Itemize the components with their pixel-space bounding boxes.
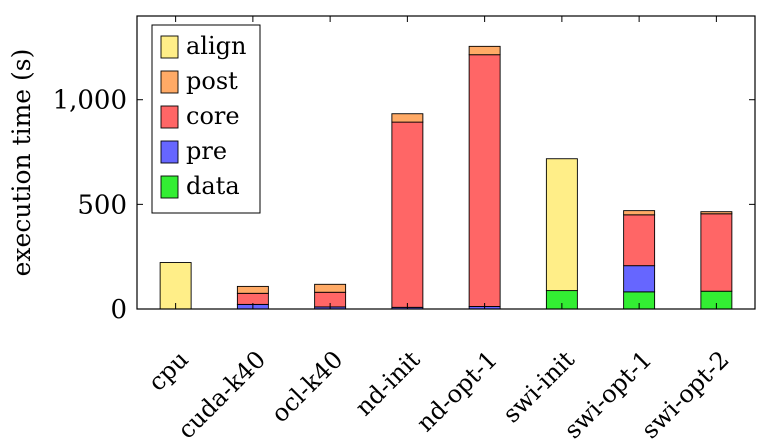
plot-frame — [136, 15, 756, 310]
legend: align post core pre data — [151, 24, 261, 214]
legend-swatch-pre — [160, 140, 179, 164]
legend-label-pre: pre — [186, 137, 227, 165]
bar-post-nd-init — [391, 113, 424, 123]
bar-post-swi-opt-2 — [700, 211, 733, 215]
bar-align-swi-init — [545, 158, 578, 292]
bars-layer — [159, 45, 733, 310]
y-tick-label: 500 — [77, 190, 127, 220]
bar-pre-swi-opt-1 — [623, 265, 656, 293]
bar-post-swi-opt-1 — [623, 210, 656, 216]
x-tick-label: cpu — [143, 345, 194, 396]
bar-core-nd-init — [391, 121, 424, 308]
y-tick-label: 0 — [110, 295, 127, 325]
legend-swatch-post — [160, 70, 179, 94]
bar-core-swi-opt-1 — [623, 214, 656, 267]
bar-post-ocl-k40 — [314, 283, 347, 293]
y-axis-label: execution time (s) — [7, 49, 36, 277]
x-tick-label: ocl-k40 — [266, 345, 349, 428]
y-axis: 0 500 1,000 — [53, 86, 755, 325]
y-tick-label: 1,000 — [53, 86, 127, 116]
bar-core-swi-opt-2 — [700, 213, 733, 292]
x-tick-label: nd-opt-1 — [411, 345, 503, 437]
legend-swatch-data — [160, 175, 179, 199]
legend-label-align: align — [186, 32, 246, 60]
bar-post-nd-opt-1 — [468, 45, 501, 56]
legend-swatch-core — [160, 105, 179, 129]
x-tick-label: nd-init — [350, 345, 426, 421]
legend-label-core: core — [186, 102, 240, 130]
bar-core-cuda-k40 — [236, 292, 269, 305]
legend-label-post: post — [186, 67, 238, 95]
legend-swatch-align — [160, 35, 179, 59]
bar-align-cpu — [159, 262, 192, 310]
bar-post-cuda-k40 — [236, 285, 269, 294]
bar-core-nd-opt-1 — [468, 54, 501, 307]
legend-label-data: data — [186, 172, 240, 200]
